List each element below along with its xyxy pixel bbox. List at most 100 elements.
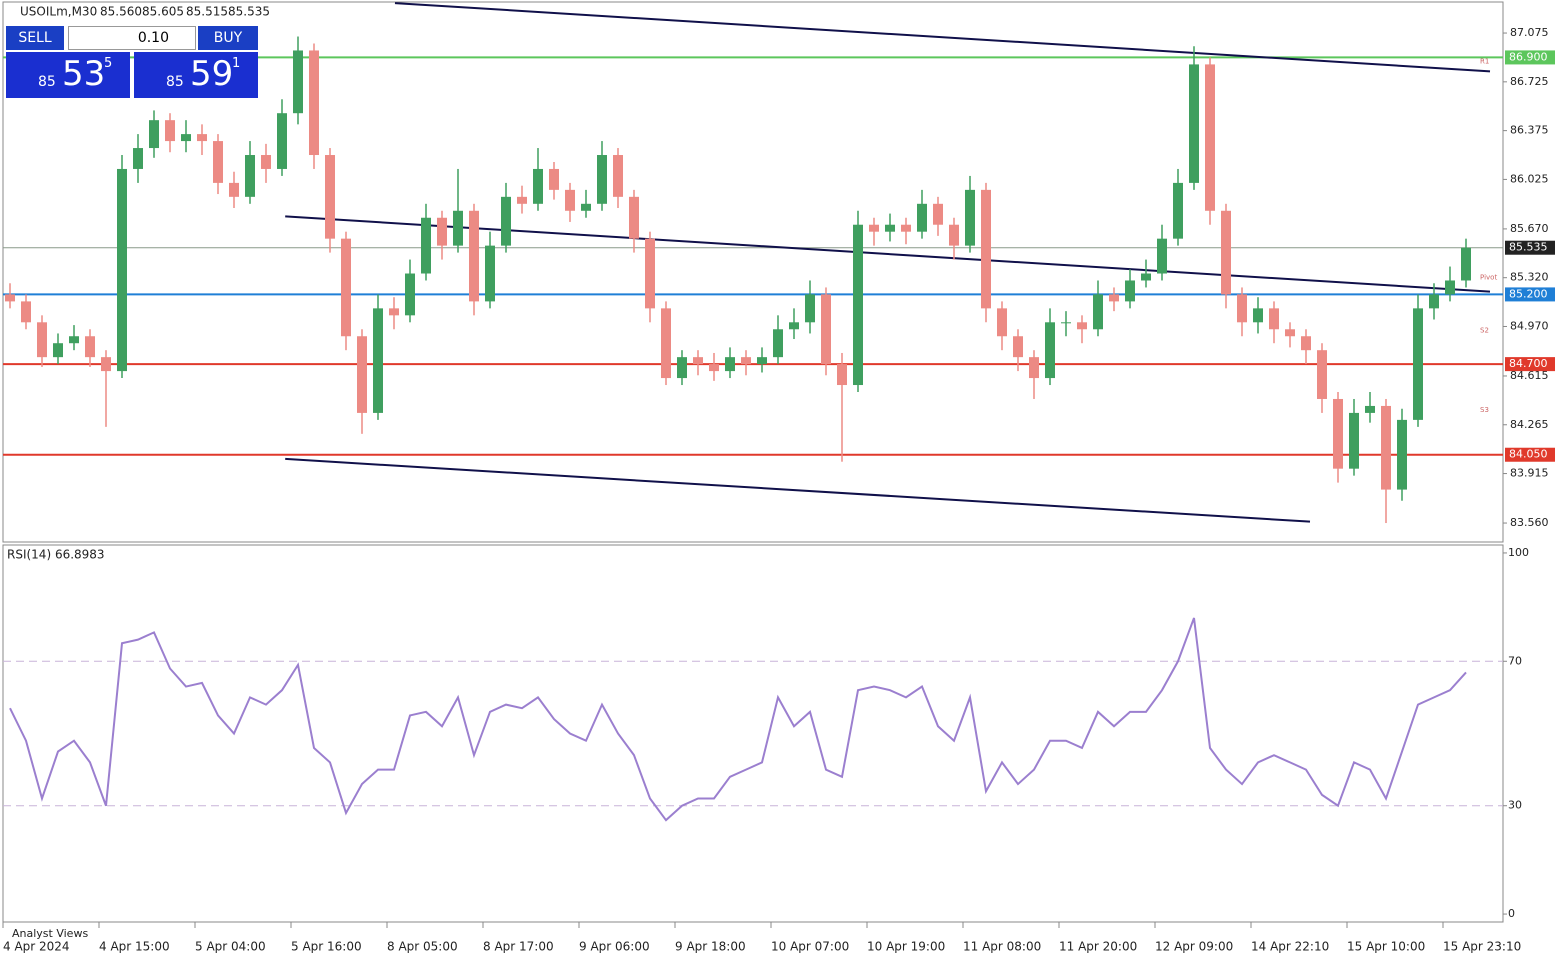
pivot-label: S3: [1480, 406, 1489, 414]
candle-body: [1381, 405, 1391, 490]
level-tag: [1505, 447, 1555, 462]
bid-price[interactable]: 85 53 5: [6, 52, 130, 98]
candle-body: [85, 336, 95, 358]
candle-body: [933, 203, 943, 225]
rsi-y-tick-label: 70: [1508, 654, 1522, 667]
candle-body: [1253, 308, 1263, 323]
x-tick-label: 10 Apr 07:00: [771, 940, 849, 954]
candle-body: [53, 343, 63, 358]
volume-input[interactable]: 0.10: [68, 26, 196, 50]
candle-body: [613, 155, 623, 197]
candle-body: [37, 322, 47, 358]
candle-body: [517, 196, 527, 204]
candle-body: [165, 120, 175, 142]
candle-body: [325, 155, 335, 239]
candle-body: [453, 210, 463, 246]
candle-body: [1045, 322, 1055, 379]
candle-body: [869, 224, 879, 232]
candle-body: [725, 357, 735, 372]
x-tick-label: 9 Apr 06:00: [579, 940, 650, 954]
candle-body: [645, 238, 655, 309]
level-label: 86.900: [1509, 50, 1548, 63]
candle-body: [629, 196, 639, 239]
candle-body: [261, 155, 271, 169]
candle-body: [1269, 308, 1279, 330]
x-tick-label: 15 Apr 23:10: [1443, 940, 1521, 954]
ask-big: 85: [166, 74, 184, 90]
y-tick-label: 83.560: [1510, 516, 1549, 529]
x-tick-label: 10 Apr 19:00: [867, 940, 945, 954]
candle-body: [117, 168, 127, 372]
x-tick-label: 14 Apr 22:10: [1251, 940, 1329, 954]
trendline: [394, 2, 1491, 73]
y-tick-label: 83.915: [1510, 467, 1549, 480]
candle-body: [1221, 210, 1231, 295]
candle-body: [389, 308, 399, 316]
buy-button[interactable]: BUY: [198, 26, 258, 50]
y-tick-label: 86.725: [1510, 75, 1549, 88]
candle-body: [1445, 280, 1455, 295]
rsi-label: RSI(14) 66.8983: [7, 548, 105, 562]
candle-body: [661, 308, 671, 379]
candle-body: [1301, 336, 1311, 351]
candle-body: [885, 224, 895, 232]
x-tick-label: 8 Apr 05:00: [387, 940, 458, 954]
candle-body: [1365, 405, 1375, 413]
level-tag: [1505, 287, 1555, 302]
y-tick-label: 85.670: [1510, 222, 1549, 235]
candle-body: [533, 168, 543, 204]
candle-body: [789, 322, 799, 330]
sell-button[interactable]: SELL: [6, 26, 64, 50]
candle-body: [965, 189, 975, 246]
y-tick-label: 86.025: [1510, 172, 1549, 185]
candle-body: [373, 308, 383, 413]
candle-body: [1429, 294, 1439, 309]
bid-big: 85: [38, 74, 56, 90]
level-tag: [1505, 357, 1555, 372]
candle-body: [245, 155, 255, 197]
footer: Analyst Views: [12, 927, 88, 940]
candle-body: [309, 50, 319, 156]
candle-body: [805, 294, 815, 323]
candle-body: [853, 224, 863, 386]
ohlc-low: 85.515: [186, 5, 228, 19]
candle-body: [581, 203, 591, 211]
candle-body: [1413, 308, 1423, 420]
trade-panel: SELL 0.10 BUY 85 53 5 85 59 1: [6, 26, 258, 98]
rsi-y-tick-label: 100: [1508, 546, 1529, 559]
ask-pips: 59: [190, 54, 234, 94]
candle-body: [421, 217, 431, 274]
x-tick-label: 11 Apr 20:00: [1059, 940, 1137, 954]
candle-body: [181, 134, 191, 142]
y-tick-label: 84.970: [1510, 319, 1549, 332]
level-label: 84.050: [1509, 448, 1548, 461]
x-tick-label: 4 Apr 15:00: [99, 940, 170, 954]
level-label: 85.200: [1509, 287, 1548, 300]
candle-body: [1061, 322, 1071, 324]
candle-body: [1461, 247, 1471, 281]
ask-price[interactable]: 85 59 1: [134, 52, 258, 98]
candle-body: [341, 238, 351, 337]
candle-body: [197, 134, 207, 142]
symbol: USOILm,M30: [20, 5, 97, 19]
candle-body: [21, 301, 31, 323]
level-label: 84.700: [1509, 357, 1548, 370]
bid-frac: 5: [104, 56, 113, 71]
x-tick-label: 8 Apr 17:00: [483, 940, 554, 954]
candle-body: [101, 357, 111, 372]
rsi-line: [9, 617, 1467, 822]
candle-body: [837, 364, 847, 386]
candle-body: [1205, 64, 1215, 211]
candle-body: [1237, 294, 1247, 323]
pivot-label: S2: [1480, 326, 1489, 334]
x-tick-label: 12 Apr 09:00: [1155, 940, 1233, 954]
candle-body: [821, 294, 831, 365]
candle-body: [1397, 419, 1407, 490]
ohlc-high: 85.605: [142, 5, 184, 19]
candle-body: [437, 217, 447, 246]
x-tick-label: 4 Apr 2024: [3, 940, 70, 954]
candle-body: [1125, 280, 1135, 302]
y-tick-label: 84.265: [1510, 418, 1549, 431]
